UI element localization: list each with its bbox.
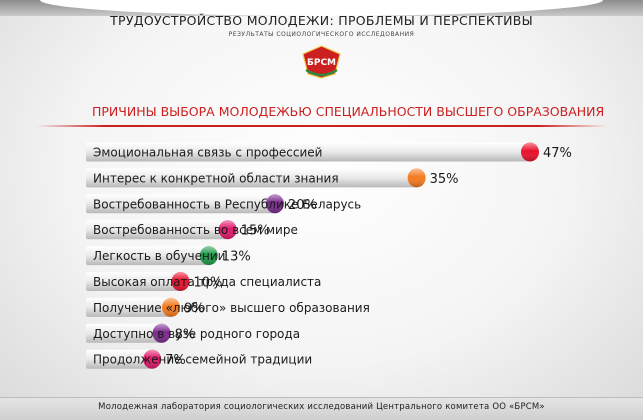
bar-cap-shade xyxy=(407,168,426,188)
bar-cap-shade xyxy=(265,194,284,214)
value-label: 15% xyxy=(241,224,270,239)
bar-cap-shade xyxy=(199,246,218,266)
value-label: 13% xyxy=(222,250,251,265)
title-underline xyxy=(36,125,607,127)
bar xyxy=(86,220,228,240)
value-label: 35% xyxy=(430,172,459,187)
top-band xyxy=(0,0,643,16)
bar xyxy=(86,194,275,214)
chart-title: ПРИЧИНЫ ВЫБОРА МОЛОДЕЖЬЮ СПЕЦИАЛЬНОСТИ В… xyxy=(92,104,605,119)
bar-cap-shade xyxy=(521,142,539,162)
header-subtitle: РЕЗУЛЬТАТЫ СОЦИОЛОГИЧЕСКОГО ИССЛЕДОВАНИЯ xyxy=(228,31,415,38)
bar-cap-shade xyxy=(218,220,237,240)
category-label: Доступно в вузе родного города xyxy=(93,327,300,341)
category-label: Продолжение семейной традиции xyxy=(93,353,312,367)
category-label: Эмоциональная связь с профессией xyxy=(93,146,322,160)
category-label: Легкость в обучении xyxy=(93,249,225,263)
footer-text: Молодежная лаборатория социологических и… xyxy=(98,402,545,412)
brsm-logo: БРСМ xyxy=(302,45,341,79)
bar xyxy=(86,246,209,266)
footer: Молодежная лаборатория социологических и… xyxy=(0,397,643,420)
bar-row: Эмоциональная связь с профессией 47% xyxy=(86,142,572,162)
category-label: Востребованность в Республике Беларусь xyxy=(93,197,361,211)
bar xyxy=(86,168,417,188)
bar-cap-shade xyxy=(152,323,171,343)
category-label: Интерес к конкретной области знания xyxy=(93,171,339,185)
category-label: Получение «любого» высшего образования xyxy=(93,301,370,315)
bar-cap-shade xyxy=(143,349,162,369)
header-title: ТРУДОУСТРОЙСТВО МОЛОДЕЖИ: ПРОБЛЕМЫ И ПЕР… xyxy=(110,13,533,28)
bar xyxy=(86,272,181,291)
bar xyxy=(86,297,172,317)
bar xyxy=(86,142,530,162)
value-label: 9% xyxy=(184,301,205,316)
value-label: 8% xyxy=(175,327,196,342)
value-label: 20% xyxy=(288,198,317,213)
value-label: 10% xyxy=(193,276,222,291)
bar xyxy=(86,349,153,369)
bar xyxy=(86,323,162,343)
bar-cap-shade xyxy=(171,272,190,291)
category-label: Востребованность во всем мире xyxy=(93,223,298,237)
value-label: 7% xyxy=(165,353,186,368)
bar-row: Востребованность в Республике Беларусь20… xyxy=(86,194,361,214)
logo-text: БРСМ xyxy=(307,58,336,68)
value-label: 47% xyxy=(543,146,572,161)
bar-cap-shade xyxy=(162,297,181,317)
category-label: Высокая оплата труда специалиста xyxy=(93,275,321,289)
bar-row: Интерес к конкретной области знания 35% xyxy=(86,168,459,188)
